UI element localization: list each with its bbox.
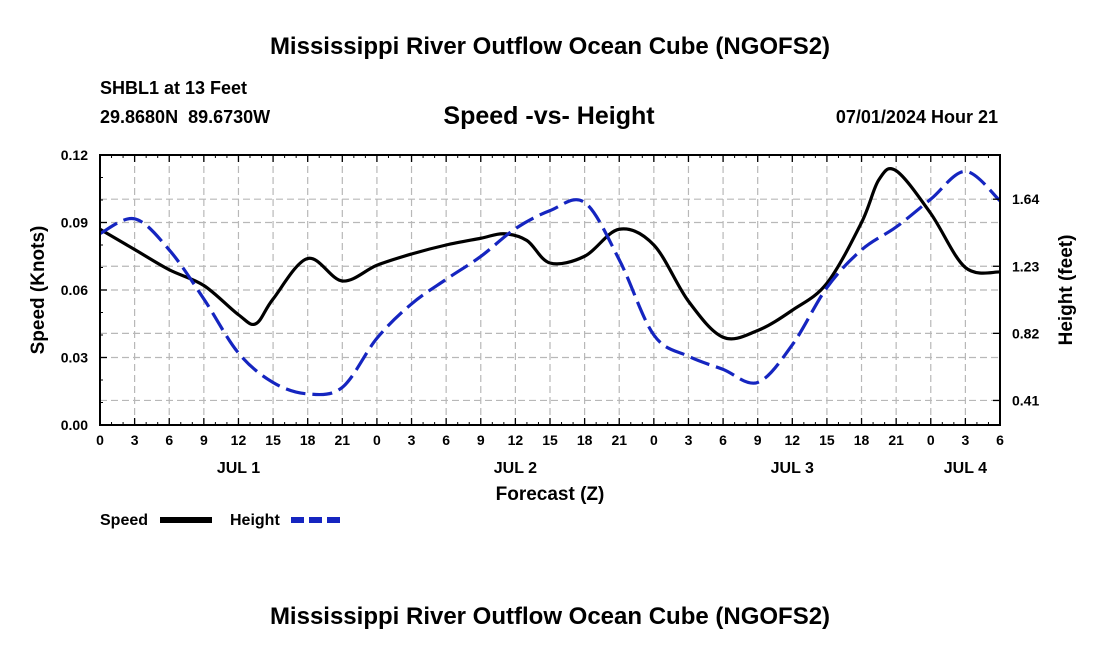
x-tick-label: 3 bbox=[961, 432, 969, 448]
x-tick-label: 15 bbox=[265, 432, 281, 448]
x-tick-label: 21 bbox=[611, 432, 627, 448]
series-line-speed bbox=[99, 166, 1001, 341]
x-tick-label: 0 bbox=[650, 432, 658, 448]
legend: Speed Height bbox=[100, 512, 343, 529]
y-tick-label-left: 0.09 bbox=[61, 215, 88, 231]
tick-labels: 0 3 6 9 12 15 18 21 0 3 6 9 12 15 18 21 0 3 6 9 12 15 18 21 0 3 6J… bbox=[61, 147, 1040, 477]
x-tick-label: 18 bbox=[577, 432, 593, 448]
x-tick-label: 3 bbox=[685, 432, 693, 448]
y-tick-label-left: 0.03 bbox=[61, 350, 88, 366]
day-label: JUL 2 bbox=[494, 460, 537, 477]
footer-title: Mississippi River Outflow Ocean Cube (NG… bbox=[270, 603, 830, 630]
x-tick-label: 15 bbox=[819, 432, 835, 448]
grid-lines bbox=[100, 155, 1000, 425]
legend-label-height: Height bbox=[230, 512, 280, 529]
x-tick-label: 0 bbox=[96, 432, 104, 448]
x-tick-label: 6 bbox=[165, 432, 173, 448]
series-layer bbox=[99, 166, 1002, 397]
y-tick-label-right: 0.82 bbox=[1012, 325, 1039, 341]
day-label: JUL 3 bbox=[771, 460, 814, 477]
forecast-date: 07/01/2024 Hour 21 bbox=[836, 107, 998, 127]
y-tick-label-left: 0.00 bbox=[61, 417, 88, 433]
x-tick-label: 3 bbox=[408, 432, 416, 448]
x-tick-label: 12 bbox=[508, 432, 524, 448]
x-tick-label: 21 bbox=[335, 432, 351, 448]
x-tick-label: 18 bbox=[300, 432, 316, 448]
x-tick-label: 21 bbox=[888, 432, 904, 448]
y-tick-label-left: 0.12 bbox=[61, 147, 88, 163]
day-label: JUL 1 bbox=[217, 460, 260, 477]
y-tick-label-right: 1.64 bbox=[1012, 191, 1039, 207]
x-tick-label: 9 bbox=[754, 432, 762, 448]
x-tick-label: 3 bbox=[131, 432, 139, 448]
x-axis-label: Forecast (Z) bbox=[496, 484, 605, 505]
chart-main-title: Mississippi River Outflow Ocean Cube (NG… bbox=[270, 33, 830, 60]
y-axis-label-left: Speed (Knots) bbox=[28, 226, 49, 355]
y-tick-label-left: 0.06 bbox=[61, 282, 88, 298]
x-tick-label: 6 bbox=[996, 432, 1004, 448]
x-tick-label: 9 bbox=[477, 432, 485, 448]
y-axis-label-right: Height (feet) bbox=[1056, 235, 1077, 346]
tick-marks bbox=[99, 154, 1001, 426]
x-tick-label: 9 bbox=[200, 432, 208, 448]
y-tick-label-right: 0.41 bbox=[1012, 392, 1039, 408]
x-tick-label: 15 bbox=[542, 432, 558, 448]
x-tick-label: 18 bbox=[854, 432, 870, 448]
x-tick-label: 12 bbox=[231, 432, 247, 448]
station-coords: 29.8680N 89.6730W bbox=[100, 107, 270, 127]
x-tick-label: 0 bbox=[373, 432, 381, 448]
x-tick-label: 6 bbox=[719, 432, 727, 448]
day-label: JUL 4 bbox=[944, 460, 987, 477]
x-tick-label: 12 bbox=[785, 432, 801, 448]
station-name: SHBL1 at 13 Feet bbox=[100, 78, 247, 98]
x-tick-label: 0 bbox=[927, 432, 935, 448]
y-tick-label-right: 1.23 bbox=[1012, 258, 1039, 274]
legend-label-speed: Speed bbox=[100, 512, 148, 529]
x-tick-label: 6 bbox=[442, 432, 450, 448]
chart-subtitle: Speed -vs- Height bbox=[443, 102, 655, 130]
series-line-height bbox=[99, 169, 1002, 397]
